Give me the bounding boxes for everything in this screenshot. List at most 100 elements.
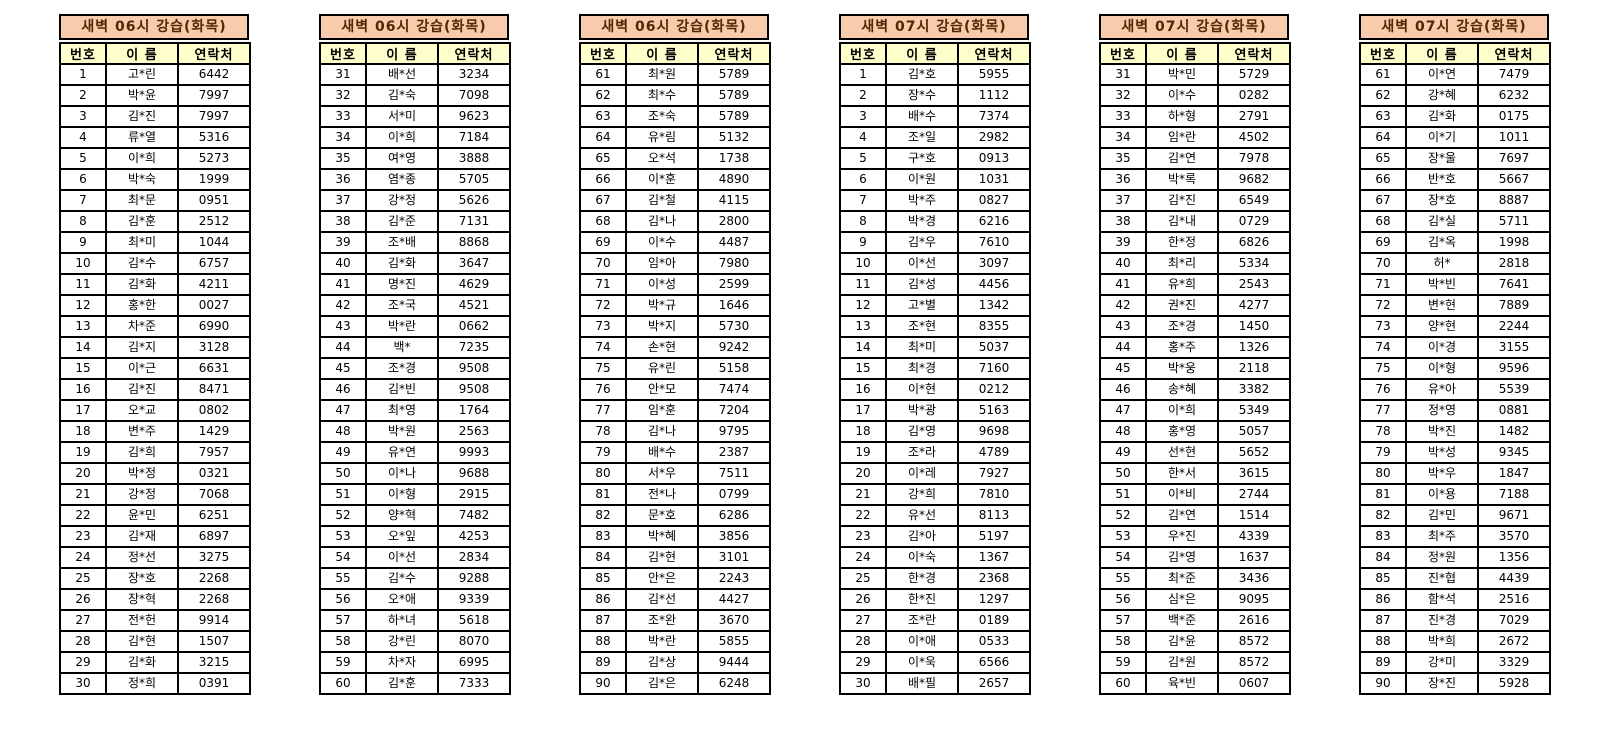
cell-number[interactable]: 22: [839, 504, 887, 527]
cell-name[interactable]: 박*원: [365, 420, 439, 443]
cell-number[interactable]: 2: [59, 84, 107, 107]
cell-contact[interactable]: 7204: [697, 399, 771, 422]
cell-contact[interactable]: 2268: [177, 588, 251, 611]
cell-number[interactable]: 24: [839, 546, 887, 569]
cell-contact[interactable]: 6897: [177, 525, 251, 548]
cell-number[interactable]: 5: [839, 147, 887, 170]
cell-contact[interactable]: 1112: [957, 84, 1031, 107]
cell-number[interactable]: 54: [1099, 546, 1147, 569]
cell-contact[interactable]: 1297: [957, 588, 1031, 611]
cell-number[interactable]: 57: [319, 609, 367, 632]
cell-number[interactable]: 72: [579, 294, 627, 317]
cell-number[interactable]: 34: [1099, 126, 1147, 149]
cell-contact[interactable]: 1646: [697, 294, 771, 317]
cell-number[interactable]: 52: [1099, 504, 1147, 527]
cell-name[interactable]: 유*선: [885, 504, 959, 527]
cell-name[interactable]: 김*준: [365, 210, 439, 233]
cell-name[interactable]: 홍*영: [1145, 420, 1219, 443]
cell-contact[interactable]: 5789: [697, 63, 771, 86]
cell-name[interactable]: 이*형: [1405, 357, 1479, 380]
cell-contact[interactable]: 1999: [177, 168, 251, 191]
cell-number[interactable]: 60: [1099, 672, 1147, 695]
cell-number[interactable]: 31: [1099, 63, 1147, 86]
cell-name[interactable]: 이*훈: [625, 168, 699, 191]
cell-contact[interactable]: 5618: [437, 609, 511, 632]
cell-contact[interactable]: 2268: [177, 567, 251, 590]
cell-name[interactable]: 김*진: [1145, 189, 1219, 212]
cell-contact[interactable]: 0913: [957, 147, 1031, 170]
cell-contact[interactable]: 9698: [957, 420, 1031, 443]
cell-contact[interactable]: 7927: [957, 462, 1031, 485]
cell-number[interactable]: 58: [319, 630, 367, 653]
cell-contact[interactable]: 5273: [177, 147, 251, 170]
cell-number[interactable]: 62: [1359, 84, 1407, 107]
cell-name[interactable]: 조*라: [885, 441, 959, 464]
cell-name[interactable]: 장*진: [1405, 672, 1479, 695]
cell-contact[interactable]: 5729: [1217, 63, 1291, 86]
cell-name[interactable]: 김*훈: [105, 210, 179, 233]
cell-name[interactable]: 차*준: [105, 315, 179, 338]
cell-contact[interactable]: 7131: [437, 210, 511, 233]
cell-name[interactable]: 임*란: [1145, 126, 1219, 149]
cell-contact[interactable]: 7610: [957, 231, 1031, 254]
cell-number[interactable]: 64: [1359, 126, 1407, 149]
cell-contact[interactable]: 3436: [1217, 567, 1291, 590]
cell-number[interactable]: 73: [579, 315, 627, 338]
cell-number[interactable]: 85: [1359, 567, 1407, 590]
cell-name[interactable]: 윤*민: [105, 504, 179, 527]
cell-number[interactable]: 80: [579, 462, 627, 485]
cell-number[interactable]: 88: [1359, 630, 1407, 653]
cell-contact[interactable]: 4211: [177, 273, 251, 296]
cell-number[interactable]: 18: [59, 420, 107, 443]
cell-name[interactable]: 김*나: [625, 420, 699, 443]
cell-name[interactable]: 김*영: [1145, 546, 1219, 569]
cell-number[interactable]: 7: [839, 189, 887, 212]
cell-name[interactable]: 김*은: [625, 672, 699, 695]
cell-name[interactable]: 이*희: [1145, 399, 1219, 422]
cell-name[interactable]: 김*옥: [1405, 231, 1479, 254]
cell-number[interactable]: 20: [839, 462, 887, 485]
cell-name[interactable]: 김*재: [105, 525, 179, 548]
cell-number[interactable]: 38: [319, 210, 367, 233]
cell-number[interactable]: 53: [319, 525, 367, 548]
cell-number[interactable]: 45: [319, 357, 367, 380]
cell-number[interactable]: 62: [579, 84, 627, 107]
cell-number[interactable]: 16: [839, 378, 887, 401]
cell-number[interactable]: 50: [319, 462, 367, 485]
cell-contact[interactable]: 3097: [957, 252, 1031, 275]
cell-name[interactable]: 조*완: [625, 609, 699, 632]
cell-contact[interactable]: 0881: [1477, 399, 1551, 422]
cell-contact[interactable]: 3647: [437, 252, 511, 275]
cell-name[interactable]: 유*아: [1405, 378, 1479, 401]
cell-name[interactable]: 백*: [365, 336, 439, 359]
cell-contact[interactable]: 3275: [177, 546, 251, 569]
cell-name[interactable]: 오*애: [365, 588, 439, 611]
cell-number[interactable]: 40: [319, 252, 367, 275]
cell-number[interactable]: 22: [59, 504, 107, 527]
cell-name[interactable]: 유*연: [365, 441, 439, 464]
cell-contact[interactable]: 0802: [177, 399, 251, 422]
cell-contact[interactable]: 3155: [1477, 336, 1551, 359]
cell-number[interactable]: 49: [319, 441, 367, 464]
cell-contact[interactable]: 1044: [177, 231, 251, 254]
cell-number[interactable]: 51: [319, 483, 367, 506]
cell-contact[interactable]: 5349: [1217, 399, 1291, 422]
cell-name[interactable]: 구*호: [885, 147, 959, 170]
cell-number[interactable]: 61: [579, 63, 627, 86]
cell-name[interactable]: 오*석: [625, 147, 699, 170]
cell-number[interactable]: 53: [1099, 525, 1147, 548]
cell-name[interactable]: 이*연: [1405, 63, 1479, 86]
cell-name[interactable]: 류*열: [105, 126, 179, 149]
cell-contact[interactable]: 7374: [957, 105, 1031, 128]
cell-number[interactable]: 79: [579, 441, 627, 464]
cell-contact[interactable]: 6549: [1217, 189, 1291, 212]
cell-name[interactable]: 유*림: [625, 126, 699, 149]
cell-contact[interactable]: 7333: [437, 672, 511, 695]
cell-number[interactable]: 59: [319, 651, 367, 674]
cell-name[interactable]: 장*호: [1405, 189, 1479, 212]
cell-name[interactable]: 김*연: [1145, 147, 1219, 170]
cell-number[interactable]: 1: [59, 63, 107, 86]
cell-name[interactable]: 김*진: [105, 105, 179, 128]
cell-name[interactable]: 최*원: [625, 63, 699, 86]
cell-contact[interactable]: 1847: [1477, 462, 1551, 485]
